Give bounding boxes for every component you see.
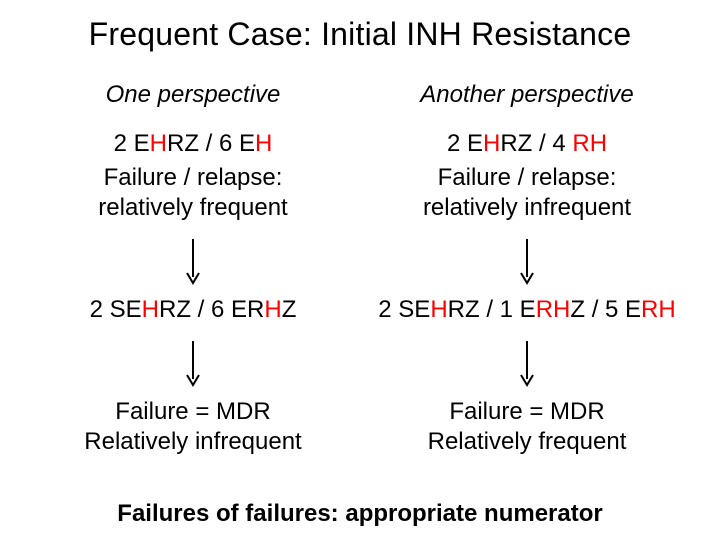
down-arrow-icon — [185, 237, 201, 285]
left-outcome-2: Failure = MDR Relatively infrequent — [84, 397, 301, 457]
text-line: relatively infrequent — [423, 193, 631, 223]
down-arrow-icon — [519, 237, 535, 285]
red-h: H — [142, 296, 159, 323]
text: 2 E — [447, 130, 483, 157]
text: RZ / 6 ER — [159, 296, 264, 323]
text-line: Failure / relapse: — [98, 163, 287, 193]
text-line: relatively frequent — [98, 193, 287, 223]
text-line: Relatively frequent — [428, 427, 627, 457]
left-heading: One perspective — [106, 81, 281, 109]
slide: Frequent Case: Initial INH Resistance On… — [0, 0, 720, 540]
left-regimen-2: 2 SEHRZ / 6 ERHZ — [90, 295, 297, 325]
text-line: Relatively infrequent — [84, 427, 301, 457]
slide-title: Frequent Case: Initial INH Resistance — [20, 16, 700, 53]
text: 2 SE — [90, 296, 142, 323]
text-line: Failure = MDR — [428, 397, 627, 427]
red-rh: RH — [641, 296, 676, 323]
right-outcome-2: Failure = MDR Relatively frequent — [428, 397, 627, 457]
red-rh: RH — [572, 130, 607, 157]
text: RZ / 1 E — [448, 296, 536, 323]
right-outcome-1: Failure / relapse: relatively infrequent — [423, 163, 631, 223]
text: Z / 5 E — [570, 296, 641, 323]
left-regimen-1: 2 EHRZ / 6 EH — [114, 129, 273, 159]
left-column: One perspective 2 EHRZ / 6 EH Failure / … — [20, 81, 360, 494]
footer-text: Failures of failures: appropriate numera… — [20, 500, 700, 528]
red-h: H — [264, 296, 281, 323]
columns: One perspective 2 EHRZ / 6 EH Failure / … — [20, 81, 700, 494]
left-outcome-1: Failure / relapse: relatively frequent — [98, 163, 287, 223]
right-column: Another perspective 2 EHRZ / 4 RH Failur… — [360, 81, 700, 494]
red-h: H — [255, 130, 272, 157]
text-line: Failure = MDR — [84, 397, 301, 427]
red-rh: RH — [536, 296, 571, 323]
text: 2 SE — [378, 296, 430, 323]
red-h: H — [483, 130, 500, 157]
right-regimen-1: 2 EHRZ / 4 RH — [447, 129, 607, 159]
text: RZ / 4 — [500, 130, 572, 157]
red-h: H — [430, 296, 447, 323]
down-arrow-icon — [519, 339, 535, 387]
right-regimen-2: 2 SEHRZ / 1 ERHZ / 5 ERH — [378, 295, 675, 325]
red-h: H — [150, 130, 167, 157]
right-heading: Another perspective — [420, 81, 633, 109]
text-line: Failure / relapse: — [423, 163, 631, 193]
down-arrow-icon — [185, 339, 201, 387]
text: Z — [282, 296, 297, 323]
text: 2 E — [114, 130, 150, 157]
text: RZ / 6 E — [167, 130, 255, 157]
